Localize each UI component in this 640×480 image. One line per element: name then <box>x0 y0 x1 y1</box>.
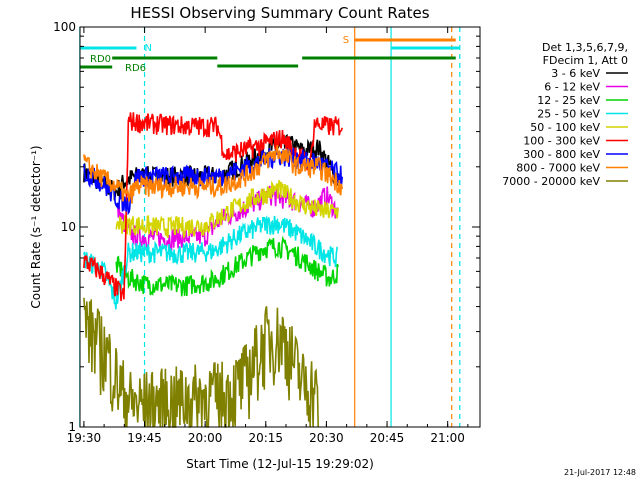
status-label-1: S <box>343 35 349 46</box>
x-tick-label-4: 20:30 <box>309 431 344 445</box>
x-tick-label-6: 21:00 <box>430 431 465 445</box>
x-axis-label: Start Time (12-Jul-15 19:29:02) <box>186 457 374 471</box>
axis-layer: 19:30 19:45 20:00 20:15 20:30 20:45 21:00 1 10 10… <box>53 20 480 445</box>
legend-entry-7: 800 - 7000 keV <box>516 162 600 175</box>
y-tick-label-0: 1 <box>68 420 76 434</box>
series-line-2 <box>115 235 339 297</box>
x-tick-label-3: 20:15 <box>248 431 283 445</box>
legend-entry-0: 3 - 6 keV <box>551 67 600 80</box>
status-label-3: RD6 <box>125 63 146 74</box>
legend: Det 1,3,5,6,7,9,FDecim 1, Att 03 - 6 keV… <box>502 41 628 188</box>
status-label-2: RD0 <box>90 54 111 65</box>
x-tick-label-2: 20:00 <box>188 431 223 445</box>
legend-entry-1: 6 - 12 keV <box>544 81 600 94</box>
legend-header-1: FDecim 1, Att 0 <box>543 54 628 67</box>
legend-entry-4: 50 - 100 keV <box>530 121 600 134</box>
y-axis-label: Count Rate (s⁻¹ detector⁻¹) <box>29 145 43 308</box>
status-label-0: N <box>144 43 151 54</box>
legend-entry-3: 25 - 50 keV <box>537 108 600 121</box>
legend-header-0: Det 1,3,5,6,7,9, <box>542 41 628 54</box>
legend-entry-8: 7000 - 20000 keV <box>502 175 600 188</box>
y-tick-label-1: 10 <box>61 220 76 234</box>
footer-timestamp: 21-Jul-2017 12:48 <box>564 468 636 477</box>
legend-entry-6: 300 - 800 keV <box>523 148 600 161</box>
series-line-7 <box>83 145 343 204</box>
x-tick-label-0: 19:30 <box>67 431 102 445</box>
series-line-3 <box>83 214 339 310</box>
chart-title: HESSI Observing Summary Count Rates <box>130 4 429 22</box>
legend-entry-2: 12 - 25 keV <box>537 94 600 107</box>
y-tick-label-2: 100 <box>53 20 76 34</box>
series-line-4 <box>115 180 339 240</box>
series-line-8 <box>83 297 319 428</box>
x-tick-label-5: 20:45 <box>370 431 405 445</box>
legend-entry-5: 100 - 300 keV <box>523 135 600 148</box>
x-tick-label-1: 19:45 <box>127 431 162 445</box>
data-layer: N S RD0 RD6 <box>79 27 461 428</box>
